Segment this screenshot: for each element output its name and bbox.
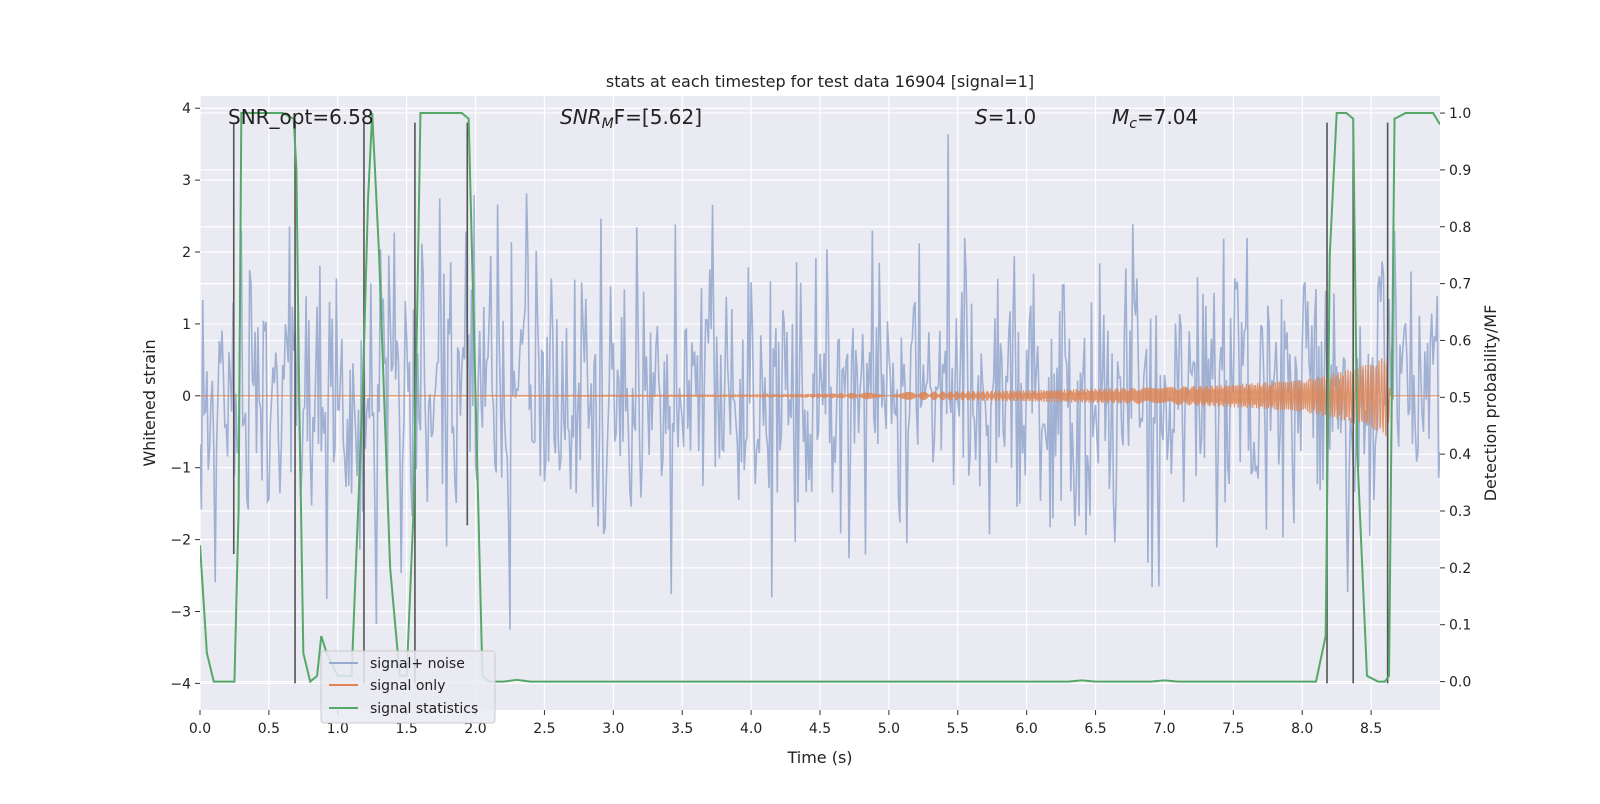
snr-mf-sub: M: [602, 116, 614, 132]
x-tick-label: 1.0: [327, 721, 349, 737]
mc-sub: c: [1129, 116, 1137, 132]
y-left-tick-label: 1: [182, 317, 191, 333]
signal-series: [200, 354, 1440, 437]
y-left-tick-label: 2: [182, 245, 191, 261]
x-tick-label: 0.5: [258, 721, 280, 737]
x-tick-label: 6.5: [1084, 721, 1106, 737]
y-left-axis-ticks: −4 −3 −2 −1 0 1 2 3 4: [170, 101, 200, 692]
x-tick-label: 0.0: [189, 721, 211, 737]
y-left-tick-label: 3: [182, 173, 191, 189]
y-right-tick-label: 0.7: [1449, 277, 1471, 293]
x-axis-label: Time (s): [786, 748, 852, 767]
y-left-tick-label: −3: [170, 605, 191, 621]
mc-rest: =7.04: [1137, 105, 1198, 129]
x-tick-label: 3.0: [602, 721, 624, 737]
s-main: S: [975, 105, 988, 129]
stats-series: [200, 112, 1440, 684]
x-tick-label: 7.0: [1153, 721, 1175, 737]
snr-mf-rest: F=[5.62]: [614, 105, 702, 129]
x-tick-label: 3.5: [671, 721, 693, 737]
y-right-tick-label: 0.5: [1449, 390, 1471, 406]
y-left-tick-label: 0: [182, 389, 191, 405]
annotation-snr-mf: SNRMF=[5.62]: [560, 105, 702, 132]
x-tick-label: 6.0: [1016, 721, 1038, 737]
y-right-tick-label: 0.0: [1449, 675, 1471, 691]
x-tick-label: 8.5: [1360, 721, 1382, 737]
legend-label-signal: signal only: [370, 678, 445, 694]
y-left-tick-label: −2: [170, 533, 191, 549]
y-right-axis-ticks: 0.0 0.1 0.2 0.3 0.4 0.5 0.6 0.7 0.8 0.9 1.0: [1440, 106, 1471, 691]
x-tick-label: 4.5: [809, 721, 831, 737]
s-rest: =1.0: [988, 105, 1037, 129]
legend-label-noise: signal+ noise: [370, 656, 465, 672]
y-left-axis-label: Whitened strain: [140, 339, 159, 466]
x-tick-label: 5.5: [947, 721, 969, 737]
y-right-tick-label: 0.8: [1449, 220, 1471, 236]
y-right-tick-label: 1.0: [1449, 106, 1471, 122]
signal-line: [200, 354, 1440, 437]
x-tick-label: 2.0: [464, 721, 486, 737]
y-right-axis-label: Detection probability/MF: [1481, 305, 1500, 502]
snr-mf-main: SNR: [560, 105, 602, 129]
y-right-tick-label: 0.2: [1449, 561, 1471, 577]
y-right-tick-label: 0.3: [1449, 504, 1471, 520]
y-right-tick-label: 0.4: [1449, 447, 1471, 463]
y-right-tick-label: 0.1: [1449, 618, 1471, 634]
legend: signal+ noise signal only signal statist…: [320, 650, 496, 724]
chart-title: stats at each timestep for test data 169…: [606, 72, 1034, 91]
legend-label-stats: signal statistics: [370, 701, 478, 717]
annotation-mc: Mc=7.04: [1112, 105, 1198, 132]
mc-main: M: [1112, 105, 1129, 129]
x-tick-label: 1.5: [396, 721, 418, 737]
annotation-snr-opt: SNR_opt=6.58: [228, 105, 374, 129]
y-left-tick-label: −4: [170, 676, 191, 692]
stats-line: [200, 112, 1440, 684]
y-left-tick-label: 4: [182, 101, 191, 117]
x-tick-label: 5.0: [878, 721, 900, 737]
annotation-s: S=1.0: [975, 105, 1036, 129]
y-left-tick-label: −1: [170, 461, 191, 477]
y-right-tick-label: 0.9: [1449, 163, 1471, 179]
x-tick-label: 2.5: [533, 721, 555, 737]
legend-box: [320, 650, 496, 724]
y-right-tick-label: 0.6: [1449, 333, 1471, 349]
x-axis-ticks: 0.0 0.5 1.0 1.5 2.0 2.5 3.0 3.5 4.0 4.5 5.0 5.5 6.0 6…: [189, 710, 1382, 737]
x-tick-label: 7.5: [1222, 721, 1244, 737]
x-tick-label: 8.0: [1291, 721, 1313, 737]
grid-lines: [199, 96, 1440, 710]
x-tick-label: 4.0: [740, 721, 762, 737]
